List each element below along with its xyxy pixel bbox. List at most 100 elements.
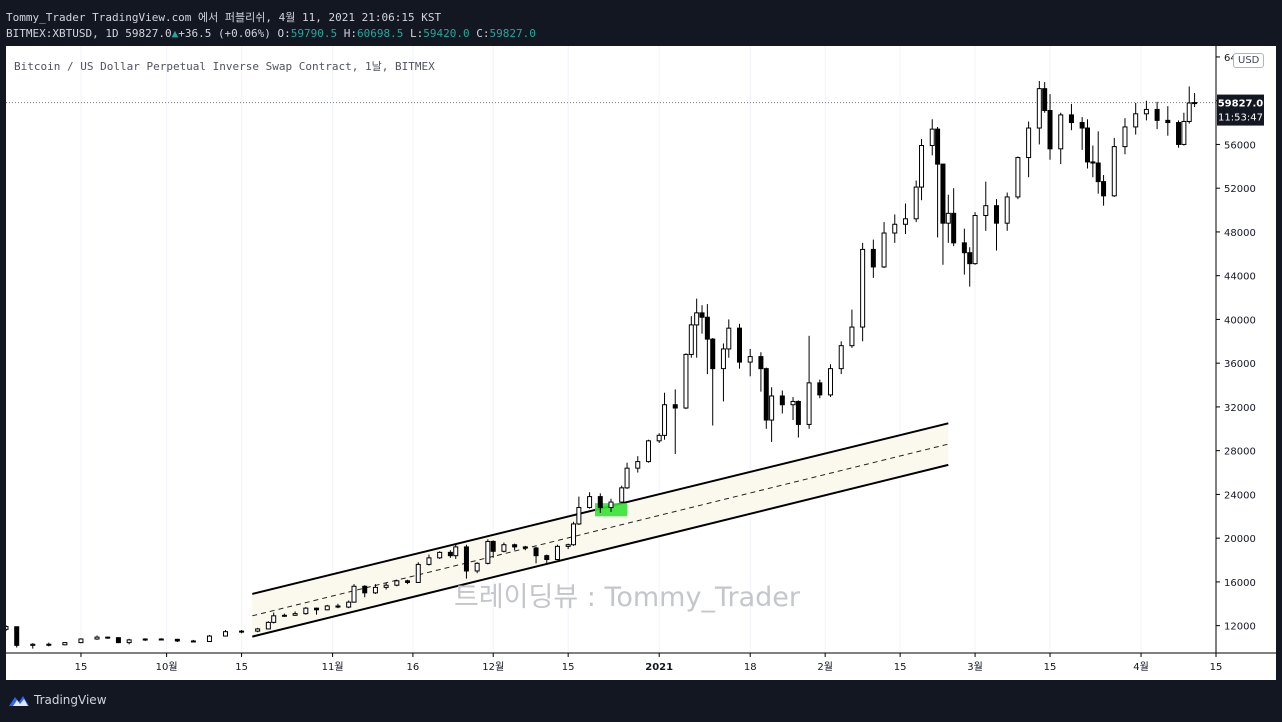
candle — [14, 626, 20, 648]
candle-body — [158, 638, 164, 641]
candle — [30, 643, 36, 649]
candle — [1181, 112, 1187, 146]
channel-lower-line — [252, 463, 949, 638]
candle — [587, 492, 593, 509]
candle-body — [902, 218, 908, 225]
candle-body — [533, 547, 539, 557]
candle-body — [881, 232, 887, 268]
candle — [576, 496, 582, 526]
candle-body — [587, 496, 593, 509]
candle — [126, 638, 132, 645]
candle — [362, 585, 368, 598]
candle-body — [426, 557, 432, 565]
high-label: H: — [343, 27, 358, 40]
price-tick-label: 56000 — [1224, 140, 1256, 151]
candle — [383, 583, 389, 590]
candle-body — [763, 368, 769, 421]
candle-body — [838, 345, 844, 370]
candle — [485, 539, 491, 565]
candle-body — [704, 316, 710, 340]
up-arrow-icon: ▲ — [171, 27, 179, 40]
candle-body — [967, 252, 973, 265]
candle-body — [415, 563, 421, 583]
candle-body — [174, 638, 180, 642]
candle — [415, 562, 421, 584]
price-tick-label: 20000 — [1224, 534, 1256, 545]
candle-body — [14, 626, 20, 646]
candle — [1090, 145, 1096, 178]
price-tick-label: 48000 — [1224, 228, 1256, 239]
price-tick-label: 32000 — [1224, 403, 1256, 414]
candle — [597, 493, 603, 514]
candle — [265, 621, 271, 630]
time-tick-label: 15 — [562, 662, 575, 673]
candle — [828, 364, 834, 398]
chart-frame[interactable]: 트레이딩뷰 : Tommy_Trader 12000 16000 20000 2400… — [6, 46, 1276, 680]
candle — [747, 348, 753, 377]
candle — [635, 456, 641, 473]
candle — [1079, 117, 1085, 150]
candle-body — [919, 145, 925, 188]
tradingview-brand[interactable]: TradingView — [8, 693, 107, 707]
close-value: 59827.0 — [489, 27, 536, 40]
candle — [624, 462, 630, 489]
price-tick-label: 24000 — [1224, 490, 1256, 501]
last-price-tag-bg — [1217, 94, 1264, 126]
candle — [1165, 106, 1171, 136]
candle-body — [1154, 108, 1160, 121]
candle-body — [699, 312, 705, 318]
candle — [972, 212, 978, 265]
candle — [490, 540, 496, 558]
candle — [704, 304, 710, 375]
info-header: Tommy_Trader TradingView.com 에서 퍼블리쉬, 4월… — [0, 0, 1282, 44]
candle-body — [645, 440, 651, 463]
tradingview-logo-icon — [9, 695, 29, 706]
time-tick-label: 11월 — [322, 661, 344, 673]
candle-body — [190, 640, 196, 643]
candle-body — [522, 546, 528, 549]
candle-body — [126, 639, 132, 644]
open-label: O: — [277, 27, 291, 40]
candle-body — [346, 601, 352, 608]
price-tick-label: 28000 — [1224, 447, 1256, 458]
candle-body — [747, 356, 753, 363]
candle-body — [447, 551, 453, 557]
price-tick-label: 12000 — [1224, 622, 1256, 633]
high-value: 60698.5 — [357, 27, 404, 40]
candle-body — [597, 496, 603, 509]
candle — [1058, 112, 1064, 165]
candle-body — [571, 523, 577, 546]
currency-button[interactable]: USD — [1233, 53, 1265, 68]
candle — [1036, 80, 1042, 145]
candle — [694, 298, 700, 358]
candle-body — [972, 215, 978, 265]
candle — [554, 544, 560, 561]
candle — [571, 521, 577, 546]
candle-body — [1015, 157, 1021, 198]
candle — [726, 319, 732, 358]
candle-body — [303, 607, 309, 615]
candle-body — [1036, 88, 1042, 129]
candle-body — [405, 580, 411, 583]
time-tick-label: 15 — [235, 662, 248, 673]
candle — [892, 214, 898, 243]
time-tick-label: 10월 — [156, 661, 178, 673]
candle-body — [790, 400, 796, 406]
candle — [206, 634, 212, 643]
price-chart[interactable]: 트레이딩뷰 : Tommy_Trader 12000 16000 20000 2400… — [6, 46, 1276, 680]
candle-body — [383, 584, 389, 588]
candle — [115, 637, 121, 644]
candle — [314, 607, 320, 615]
candle — [720, 343, 726, 402]
candle — [699, 305, 705, 334]
candle — [1004, 192, 1010, 231]
candle — [645, 439, 651, 463]
candle — [806, 335, 812, 429]
time-tick-label: 18 — [744, 662, 757, 673]
candle — [174, 638, 180, 643]
candle-body — [1186, 102, 1192, 122]
candle-body — [372, 586, 378, 594]
candle-body — [362, 585, 368, 594]
candle — [335, 603, 341, 609]
candle-body — [758, 356, 764, 370]
